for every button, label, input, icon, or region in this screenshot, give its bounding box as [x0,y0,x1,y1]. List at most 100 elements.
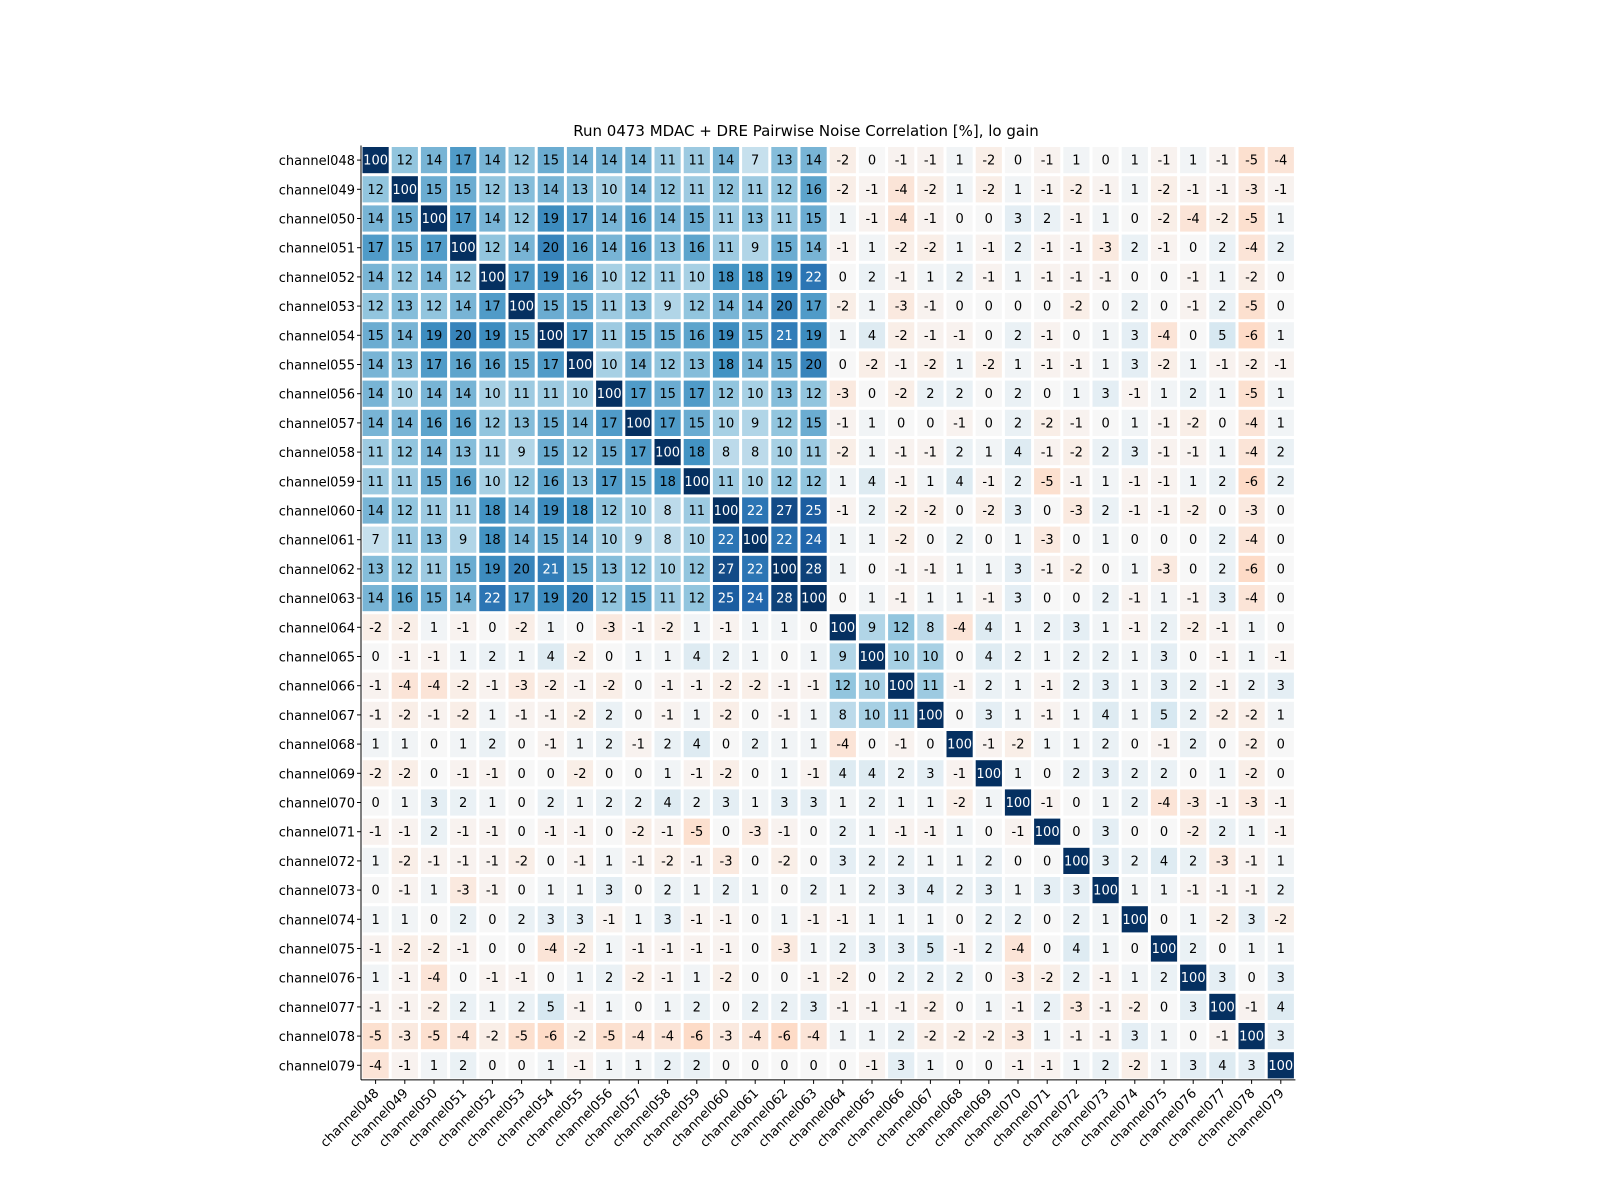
cell-value-label: 12 [659,183,676,198]
heatmap-cell [1063,409,1090,436]
cell-value-label: 1 [430,884,438,899]
heatmap-cell [1004,409,1032,436]
cell-value-label: 2 [1189,854,1197,869]
cell-value-label: 1 [371,738,379,753]
heatmap-cell [1092,672,1119,699]
heatmap-cell [566,760,594,787]
heatmap-cell [1063,935,1090,962]
heatmap-cell [508,1023,535,1050]
heatmap-cell [1121,701,1148,728]
heatmap-cell [596,935,623,962]
heatmap-cell [654,351,681,378]
cell-value-label: 19 [426,329,443,344]
cell-value-label: 2 [1014,329,1022,344]
heatmap-cell [625,701,652,728]
row-label: channel063 [279,592,355,607]
heatmap-cell [654,906,681,933]
heatmap-cell [625,380,652,407]
cell-value-label: 11 [513,387,530,402]
heatmap-cell [566,701,594,728]
cell-value-label: 4 [955,475,963,490]
heatmap-cell [1004,176,1032,203]
heatmap-cell [1238,760,1265,787]
heatmap-cell [888,322,915,349]
cell-value-label: 2 [868,796,876,811]
heatmap-cell [858,906,886,933]
cell-value-label: 12 [718,183,735,198]
cell-value-label: 10 [718,416,735,431]
cell-value-label: 1 [1014,621,1022,636]
cell-value-label: -1 [836,1000,849,1015]
heatmap-cell [450,351,477,378]
heatmap-cell [800,614,827,641]
cell-value-label: 3 [780,796,788,811]
heatmap-cell [829,731,856,758]
heatmap-cell [1238,497,1265,524]
heatmap-cell [829,789,856,816]
heatmap-cell [1150,847,1178,874]
heatmap-cell [1180,964,1207,991]
heatmap-cell [1267,964,1294,991]
cell-value-label: 0 [926,533,934,548]
cell-value-label: 0 [634,1000,642,1015]
cell-value-label: 0 [1043,504,1051,519]
cell-value-label: 10 [864,679,881,694]
cell-value-label: 3 [605,884,613,899]
heatmap-cell [829,818,856,845]
heatmap-cell [654,263,681,290]
heatmap-cell [508,993,535,1020]
heatmap-cell [742,993,769,1020]
heatmap-cell [654,322,681,349]
heatmap-cell [479,731,506,758]
cell-value-label: -1 [632,738,645,753]
heatmap-cell [654,614,681,641]
heatmap-cell [450,614,477,641]
cell-value-label: 3 [1043,884,1051,899]
heatmap-cell [1267,701,1294,728]
heatmap-cell [625,526,652,553]
cell-value-label: 1 [488,708,496,723]
cell-value-label: -6 [690,1030,703,1045]
heatmap-cell [537,205,564,232]
cell-value-label: 1 [1131,562,1139,577]
heatmap-cell [450,760,477,787]
cell-value-label: -1 [953,416,966,431]
heatmap-cell [479,497,506,524]
cell-value-label: -3 [720,854,733,869]
heatmap-cell [829,935,856,962]
heatmap-cell [1092,205,1119,232]
heatmap-cell [888,293,915,320]
heatmap-cell [771,380,798,407]
cell-value-label: 1 [926,475,934,490]
cell-value-label: 2 [693,1000,701,1015]
heatmap-cell [537,293,564,320]
heatmap-cell [1092,147,1119,174]
heatmap-cell [1121,439,1148,466]
heatmap-cell [917,906,944,933]
heatmap-cell [712,1052,740,1079]
heatmap-cell [596,789,623,816]
cell-value-label: 0 [1277,767,1285,782]
heatmap-cell [391,935,418,962]
heatmap-cell [596,614,623,641]
heatmap-cell [683,1052,710,1079]
cell-value-label: -2 [428,1000,441,1015]
heatmap-cell [654,176,681,203]
heatmap-cell [1238,993,1265,1020]
heatmap-cell [1267,497,1294,524]
cell-value-label: 0 [751,854,759,869]
heatmap-cell [946,993,973,1020]
heatmap-cell [1004,497,1032,524]
heatmap-cell [975,468,1002,495]
heatmap-cell [537,555,564,582]
cell-value-label: -3 [749,825,762,840]
heatmap-cell [742,497,769,524]
cell-value-label: -4 [1245,241,1258,256]
cell-value-label: -2 [866,358,879,373]
cell-value-label: 15 [543,533,560,548]
cell-value-label: 0 [955,300,963,315]
heatmap-cell [1121,818,1148,845]
heatmap-cell [1092,760,1119,787]
heatmap-cell [712,964,740,991]
cell-value-label: 1 [634,1059,642,1074]
